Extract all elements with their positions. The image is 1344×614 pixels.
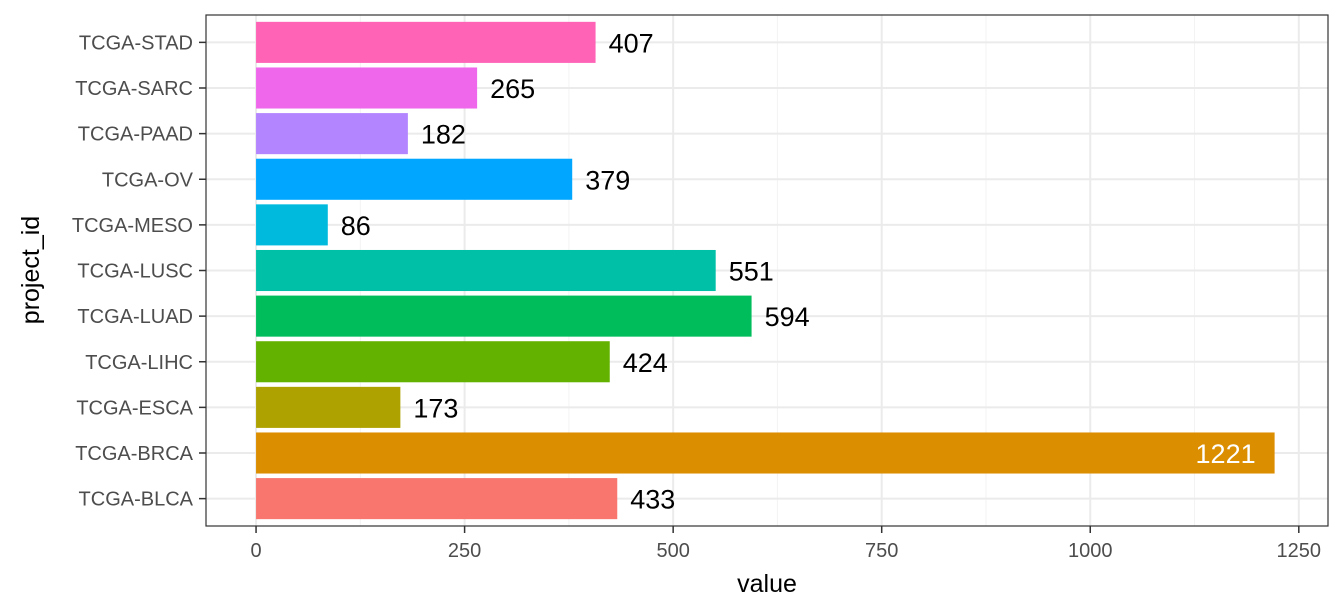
data-label-tcga-brca: 1221 [1196,439,1256,469]
data-label-tcga-stad: 407 [609,28,654,58]
data-labels: 433 1221 173 424 594 551 86 379 182 265 407 [341,28,1256,514]
y-tick-label: TCGA-SARC [75,78,193,100]
y-axis: TCGA-BLCA TCGA-BRCA TCGA-ESCA TCGA-LIHC TCGA… [72,32,206,511]
bar-tcga-lusc [256,249,716,292]
bar-tcga-paad [256,113,408,155]
data-label-tcga-ov: 379 [585,165,630,195]
y-tick-label: TCGA-LIHC [85,352,193,374]
y-tick-label: TCGA-BRCA [75,443,193,465]
data-label-tcga-meso: 86 [341,211,371,241]
y-axis-title: project_id [17,216,45,324]
y-tick-label: TCGA-OV [102,169,194,191]
bar-tcga-luad [256,295,752,337]
data-label-tcga-luad: 594 [765,302,810,332]
y-tick-label: TCGA-PAAD [78,124,193,146]
bar-tcga-esca [256,386,401,428]
bar-tcga-meso [256,204,328,246]
y-tick-label: TCGA-STAD [79,32,193,54]
bars [256,21,1275,520]
x-axis: 0 250 500 750 1000 1250 [250,526,1321,562]
x-tick-label: 500 [656,540,689,562]
y-tick-label: TCGA-BLCA [79,489,194,511]
data-label-tcga-sarc: 265 [490,74,535,104]
x-tick-label: 1250 [1277,540,1322,562]
bar-tcga-brca [256,432,1275,474]
y-tick-label: TCGA-LUAD [77,306,193,328]
y-tick-label: TCGA-LUSC [77,261,193,283]
bar-tcga-blca [256,478,618,520]
y-tick-label: TCGA-ESCA [76,397,193,419]
x-tick-label: 1000 [1068,540,1113,562]
bar-tcga-stad [256,21,596,63]
data-label-tcga-blca: 433 [630,485,675,515]
bar-tcga-ov [256,158,573,200]
x-tick-label: 250 [448,540,481,562]
bar-tcga-sarc [256,67,478,109]
x-tick-label: 750 [865,540,898,562]
bar-tcga-lihc [256,341,610,383]
x-axis-title: value [737,570,797,598]
y-tick-label: TCGA-MESO [72,215,193,237]
data-label-tcga-lihc: 424 [623,348,668,378]
x-tick-label: 0 [250,540,261,562]
data-label-tcga-lusc: 551 [729,257,774,287]
data-label-tcga-esca: 173 [413,393,458,423]
data-label-tcga-paad: 182 [421,120,466,150]
